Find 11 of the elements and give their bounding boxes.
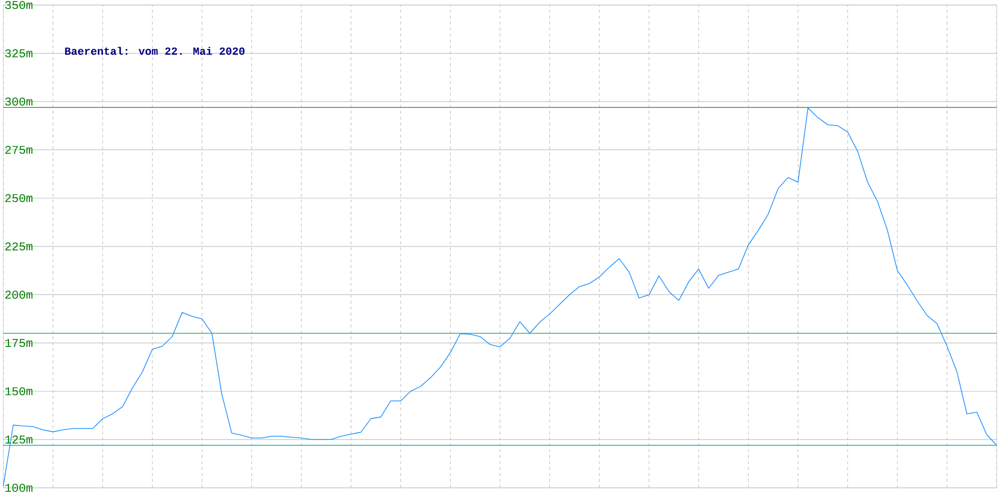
y-tick-label: 150m <box>5 387 32 396</box>
y-tick-label: 225m <box>5 242 32 251</box>
y-tick-label: 350m <box>5 1 32 10</box>
y-tick-label: 100m <box>5 484 32 492</box>
text: Baerental: vom 22. Mai 2020 <box>65 47 244 56</box>
y-tick-label: 200m <box>5 290 32 299</box>
y-tick-label: 275m <box>5 146 32 154</box>
y-tick-label: 300m <box>5 98 32 106</box>
y-tick-label: 250m <box>5 194 32 202</box>
y-tick-label: 325m <box>5 49 32 58</box>
y-tick-label: 175m <box>5 339 32 348</box>
